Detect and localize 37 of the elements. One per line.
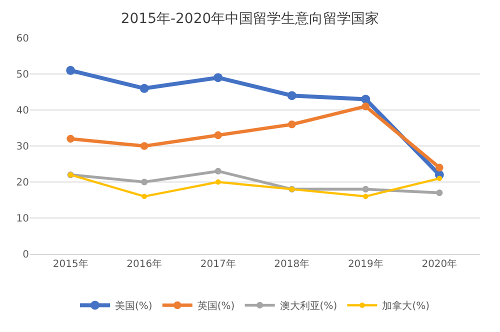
point — [214, 73, 223, 82]
x-tick-label: 2015年 — [52, 258, 88, 270]
x-tick-label: 2017年 — [200, 258, 236, 270]
point — [362, 194, 368, 200]
x-tick-label: 2020年 — [422, 258, 458, 270]
point — [288, 120, 296, 128]
legend-label: 加拿大(%) — [382, 300, 430, 312]
point — [362, 186, 369, 192]
x-tick-label: 2018年 — [274, 258, 310, 270]
legend-label: 英国(%) — [197, 300, 235, 312]
point — [66, 134, 74, 143]
point — [361, 94, 370, 104]
legend-label: 澳大利亚(%) — [280, 300, 338, 312]
point — [436, 190, 443, 196]
legend-label: 美国(%) — [115, 300, 152, 312]
point — [214, 131, 222, 140]
point — [142, 194, 148, 200]
y-tick-label: 30 — [16, 142, 29, 152]
point — [140, 84, 149, 93]
point — [436, 164, 444, 172]
point — [362, 102, 370, 110]
point — [436, 176, 442, 182]
point — [140, 142, 148, 150]
point — [215, 179, 221, 185]
point — [66, 66, 76, 75]
point — [287, 91, 296, 100]
x-tick-label: 2019年 — [348, 258, 384, 270]
y-tick-label: 60 — [16, 34, 29, 44]
y-tick-label: 20 — [16, 178, 29, 188]
y-tick-label: 10 — [16, 214, 29, 224]
y-tick-label: 50 — [16, 70, 29, 80]
point — [214, 168, 222, 174]
y-tick-label: 40 — [16, 106, 29, 116]
chart-title: 2015年-2020年中国留学生意向留学国家 — [120, 11, 380, 28]
point — [141, 178, 148, 186]
x-tick-label: 2016年 — [126, 258, 162, 270]
y-tick-label: 0 — [22, 250, 29, 260]
